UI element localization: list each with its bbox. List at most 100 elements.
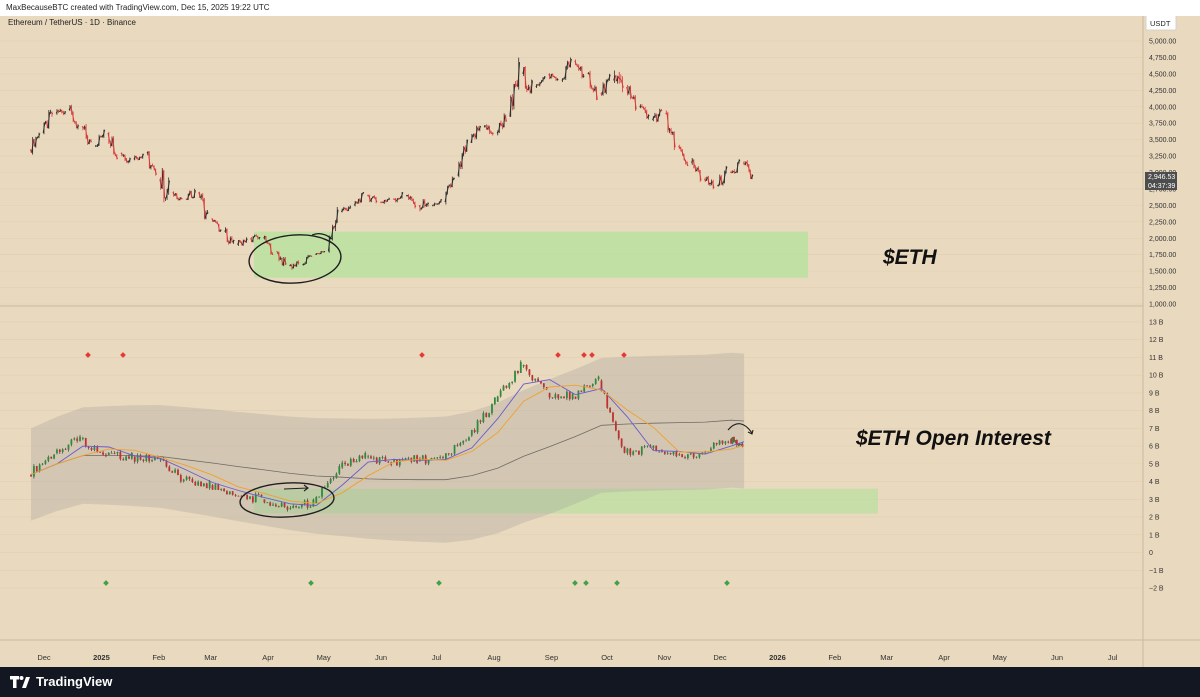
oi-candle-body	[200, 481, 202, 487]
oi-arrow-annotation	[283, 484, 309, 492]
price-candle-body	[733, 170, 736, 173]
oi-candle-body	[734, 440, 737, 442]
price-candle-body	[629, 86, 632, 98]
oi-candle-body	[617, 430, 620, 439]
price-candle-body	[251, 236, 255, 242]
oi-candle-body	[332, 478, 335, 479]
price-candle-body	[57, 110, 60, 113]
red-signal-marker	[85, 352, 91, 358]
oi-candle-body	[537, 378, 539, 382]
price-candle-body	[679, 147, 683, 151]
price-candle-body	[36, 136, 39, 139]
price-candle-body	[225, 229, 229, 242]
price-chart-title: Ethereum / TetherUS · 1D · Binance	[8, 18, 136, 27]
price-candle-body	[412, 199, 415, 204]
oi-candle-body	[591, 384, 594, 387]
time-tick-label: Dec	[713, 653, 727, 662]
oi-candle-body	[430, 457, 433, 461]
oi-candle-body	[505, 385, 508, 388]
oi-candle-body	[352, 459, 355, 463]
price-candle-body	[63, 111, 67, 115]
oi-candle-body	[444, 453, 447, 461]
price-candle-body	[335, 209, 339, 222]
oi-candle-body	[154, 457, 156, 461]
oi-candle-body	[102, 452, 104, 455]
price-candle-body	[498, 122, 501, 132]
oi-candle-body	[652, 445, 655, 448]
green-signal-marker	[572, 580, 578, 586]
price-candle-body	[563, 77, 566, 80]
price-candle-body	[509, 97, 513, 117]
oi-candle-body	[64, 449, 67, 451]
oi-candle-body	[393, 459, 395, 463]
oi-top-arrow-annotation	[727, 423, 754, 435]
price-tick-label: 2,250.00	[1149, 219, 1176, 226]
price-candle-body	[49, 111, 52, 114]
price-candle-body	[102, 129, 106, 137]
oi-candle-body	[476, 420, 479, 433]
oi-candle-body	[614, 421, 617, 431]
price-candle-body	[315, 253, 318, 256]
oi-candle-body	[491, 403, 493, 414]
oi-tick-label: 4 B	[1149, 479, 1160, 486]
price-candle-body	[305, 257, 308, 264]
oi-tick-label: 11 B	[1149, 355, 1163, 362]
price-candle-body	[595, 87, 598, 100]
price-candle-body	[569, 58, 572, 67]
price-candle-body	[342, 207, 345, 210]
oi-candle-body	[234, 494, 237, 496]
price-candle-body	[323, 250, 326, 253]
price-candle-body	[237, 239, 240, 245]
price-candle-body	[165, 190, 169, 198]
oi-candle-body	[53, 454, 55, 459]
time-tick-label: Feb	[828, 653, 841, 662]
oi-candle-body	[329, 478, 332, 483]
price-candle-body	[502, 115, 506, 128]
price-candle-body	[112, 138, 115, 154]
oi-candle-body	[260, 494, 263, 497]
chart-background	[0, 16, 1200, 667]
price-candle-body	[216, 222, 219, 225]
price-candle-body	[371, 196, 375, 199]
time-tick-label: Aug	[487, 653, 500, 662]
oi-candle-body	[710, 448, 712, 452]
oi-candle-body	[240, 495, 243, 497]
price-candle-body	[734, 171, 737, 174]
oi-tick-label: 1 B	[1149, 532, 1160, 539]
chart-svg[interactable]: Ethereum / TetherUS · 1D · Binance USDT …	[0, 14, 1200, 667]
oi-candle-body	[355, 461, 358, 463]
oi-axis-labels: 13 B 12 B 11 B 10 B 9 B 8 B 7 B 6 B 5 B 4 B 3 B 2 B…	[1149, 320, 1164, 593]
oi-candle-body	[295, 505, 297, 508]
price-support-zone	[254, 231, 808, 278]
oi-candle-body	[70, 439, 73, 445]
oi-candle-body	[470, 429, 473, 436]
oi-candle-body	[387, 461, 390, 463]
price-candle-body	[374, 197, 378, 203]
oi-candle-body	[557, 394, 560, 399]
price-candle-body	[656, 115, 660, 122]
oi-candle-body	[715, 442, 718, 445]
price-candle-body	[669, 129, 673, 134]
price-candle-body	[718, 176, 722, 186]
price-candle-body	[470, 135, 474, 144]
price-candle-body	[694, 166, 697, 172]
price-candle-body	[154, 169, 157, 175]
price-candle-body	[282, 258, 286, 266]
oi-tick-label: −1 B	[1149, 568, 1164, 575]
oi-candle-body	[38, 464, 41, 472]
oi-candle-body	[519, 361, 522, 373]
oi-candle-body	[228, 491, 231, 495]
oi-candle-body	[525, 364, 528, 370]
oi-candle-body	[99, 451, 102, 453]
oi-candle-body	[563, 396, 565, 399]
oi-candle-body	[436, 457, 439, 459]
price-candle-body	[724, 166, 728, 173]
oi-candle-body	[459, 443, 462, 446]
price-candle-body	[55, 110, 59, 114]
oi-candle-body	[159, 459, 162, 461]
price-candle-body	[737, 159, 741, 163]
oi-tick-label: 0	[1149, 550, 1153, 557]
price-candle-body	[386, 198, 389, 202]
price-candle-body	[217, 223, 221, 232]
price-candle-body	[720, 176, 723, 185]
